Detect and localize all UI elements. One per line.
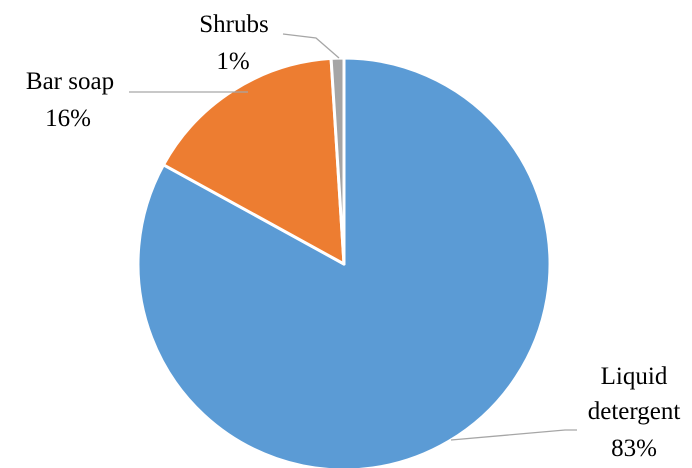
leader-lines — [129, 33, 577, 441]
leader-line-liquid-detergent — [450, 429, 577, 441]
slice-shrubs — [329, 56, 346, 266]
label-bar-soap-name: Bar soap — [26, 68, 114, 95]
label-shrubs-name: Shrubs — [199, 11, 268, 38]
leader-line-shrubs — [282, 33, 340, 59]
label-liquid-line1: Liquid — [601, 363, 668, 390]
slice-bar-soap — [161, 56, 346, 266]
label-liquid-detergent-value: 83% — [611, 435, 657, 462]
pie-slices — [136, 56, 552, 468]
label-liquid-line2: detergent — [588, 398, 681, 425]
data-labels: Shrubs 1% Bar soap 16% Liquid detergent … — [26, 11, 680, 462]
label-shrubs-value: 1% — [216, 48, 249, 75]
label-bar-soap-value: 16% — [45, 105, 91, 132]
